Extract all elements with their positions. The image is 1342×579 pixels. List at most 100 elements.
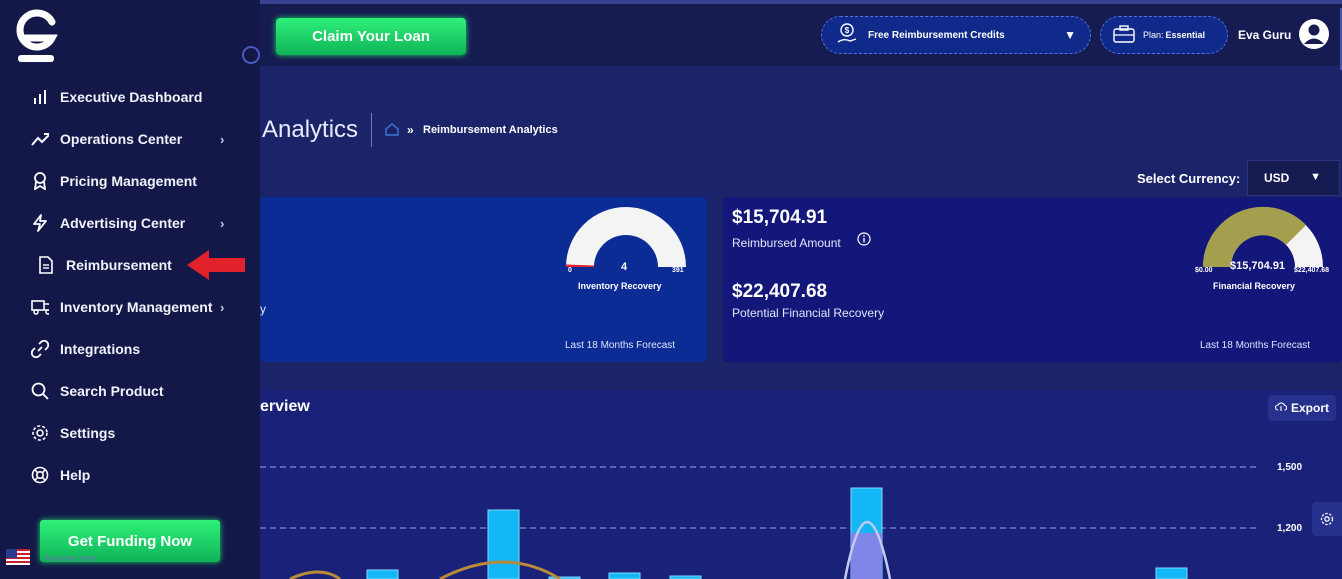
financial-gauge: [1202, 206, 1323, 267]
sidebar-item-advertising-center[interactable]: Advertising Center ›: [0, 202, 260, 244]
export-label: Export: [1290, 401, 1329, 415]
credits-dropdown[interactable]: $ Free Reimbursement Credits ▼: [821, 16, 1091, 54]
financial-recovery-card: $15,704.91 Reimbursed Amount $22,407.68 …: [723, 197, 1342, 362]
chart-settings-button[interactable]: [1312, 502, 1342, 536]
trend-line: [439, 560, 561, 579]
award-icon: [31, 172, 49, 190]
chart-bar-overlay: [851, 533, 882, 579]
sidebar-item-settings[interactable]: Settings: [0, 412, 260, 454]
sidebar-toggle[interactable]: [242, 46, 260, 64]
currency-label: Select Currency:: [1137, 171, 1241, 186]
gauge-value: 4: [621, 261, 628, 273]
sidebar-item-label: Search Product: [60, 383, 164, 399]
chart-bar: [487, 509, 520, 579]
briefcase-icon: [1113, 25, 1135, 45]
svg-text:$: $: [845, 26, 850, 35]
plan-badge[interactable]: Plan: Essential: [1100, 16, 1228, 54]
pointer-arrow-icon: [187, 250, 245, 280]
reimbursed-value: $15,704.91: [732, 207, 828, 228]
sidebar-item-help[interactable]: Help: [0, 454, 260, 496]
chart-title: erview: [260, 398, 310, 415]
trend-line: [289, 570, 341, 579]
title-divider: [371, 113, 372, 147]
user-icon: [1304, 24, 1324, 44]
chevron-right-icon: ›: [220, 215, 225, 231]
gauge-label: Financial Recovery: [1213, 281, 1296, 291]
info-icon[interactable]: [857, 232, 871, 246]
money-hand-icon: $: [836, 22, 858, 49]
potential-label: Potential Financial Recovery: [732, 306, 885, 320]
link-icon: [31, 340, 49, 358]
chart-bar: [366, 569, 399, 579]
top-bar-edge: [1340, 8, 1342, 70]
chevron-right-icon: ›: [220, 299, 225, 315]
sidebar-item-label: Pricing Management: [60, 173, 197, 189]
currency-value: USD: [1264, 171, 1290, 185]
sidebar-item-label: Integrations: [60, 341, 141, 357]
sidebar-item-label: Reimbursement: [66, 257, 172, 273]
lightning-icon: [31, 214, 49, 232]
sidebar-item-inventory-management[interactable]: Inventory Management ›: [0, 286, 260, 328]
caret-down-icon: ▼: [1064, 28, 1076, 42]
avatar[interactable]: [1299, 19, 1329, 49]
sidebar-item-label: Advertising Center: [60, 215, 186, 231]
sidebar-item-label: Executive Dashboard: [60, 89, 203, 105]
caret-down-icon: ▼: [1310, 171, 1321, 183]
inventory-gauge: [566, 207, 686, 267]
chart-bar: [548, 576, 581, 579]
sidebar-item-integrations[interactable]: Integrations: [0, 328, 260, 370]
sidebar-item-operations-center[interactable]: Operations Center ›: [0, 118, 260, 160]
currency-select[interactable]: USD ▼: [1247, 160, 1340, 196]
user-name[interactable]: Eva Guru: [1238, 28, 1292, 42]
sidebar-item-reimbursement[interactable]: Reimbursement: [0, 244, 260, 286]
us-flag-icon[interactable]: [6, 549, 30, 565]
gauge-max: $22,407.68: [1294, 267, 1330, 274]
search-icon: [31, 382, 49, 400]
breadcrumb[interactable]: Reimbursement Analytics: [423, 124, 558, 136]
chart-bar: [669, 575, 702, 579]
claim-loan-button[interactable]: Claim Your Loan: [276, 18, 466, 55]
sidebar-nav: Executive Dashboard Operations Center › …: [0, 76, 260, 496]
trend-icon: [31, 130, 49, 148]
logo-icon[interactable]: [14, 8, 58, 64]
forecast-label: Last 18 Months Forecast: [565, 340, 676, 351]
gauge-max: 391: [672, 267, 684, 274]
chevron-right-icon: ›: [220, 131, 225, 147]
stat-label-fragment: y: [260, 302, 266, 316]
breadcrumb-separator: »: [407, 123, 414, 137]
y-tick: 1,200: [1277, 523, 1303, 534]
forecast-line: [843, 520, 892, 579]
page-title: Analytics: [262, 116, 359, 143]
home-icon[interactable]: [385, 123, 399, 136]
sidebar-item-label: Operations Center: [60, 131, 183, 147]
plan-prefix: Plan:: [1143, 30, 1164, 40]
sidebar: Executive Dashboard Operations Center › …: [0, 0, 260, 579]
truck-icon: [31, 298, 49, 316]
potential-value: $22,407.68: [732, 281, 828, 302]
credits-label: Free Reimbursement Credits: [868, 29, 1005, 41]
gauge-min: 0: [568, 267, 572, 274]
overview-chart: [260, 466, 1260, 579]
sidebar-item-executive-dashboard[interactable]: Executive Dashboard: [0, 76, 260, 118]
chart-bar: [1155, 567, 1188, 579]
bar-chart-icon: [31, 88, 49, 106]
cloud-download-icon: [1274, 401, 1288, 415]
overview-chart-panel: [260, 390, 1342, 579]
export-button[interactable]: Export: [1268, 395, 1336, 421]
sidebar-item-search-product[interactable]: Search Product: [0, 370, 260, 412]
y-tick: 1,500: [1277, 462, 1303, 473]
forecast-label: Last 18 Months Forecast: [1200, 340, 1311, 351]
reimbursed-label: Reimbursed Amount: [732, 236, 841, 250]
document-icon: [37, 256, 55, 274]
gauge-label: Inventory Recovery: [578, 281, 662, 291]
inventory-recovery-card: y 0 4 391 Inventory Recovery Last 18 Mon…: [260, 197, 707, 362]
get-funding-button[interactable]: Get Funding Now: [40, 520, 220, 562]
plan-name: Essential: [1165, 30, 1206, 40]
sidebar-item-pricing-management[interactable]: Pricing Management: [0, 160, 260, 202]
gear-icon: [31, 424, 49, 442]
gauge-min: $0.00: [1195, 267, 1213, 274]
sidebar-item-label: Help: [60, 467, 91, 483]
sidebar-item-label: Inventory Management: [60, 299, 213, 315]
gauge-value: $15,704.91: [1230, 260, 1286, 272]
gear-icon: [1320, 512, 1334, 526]
